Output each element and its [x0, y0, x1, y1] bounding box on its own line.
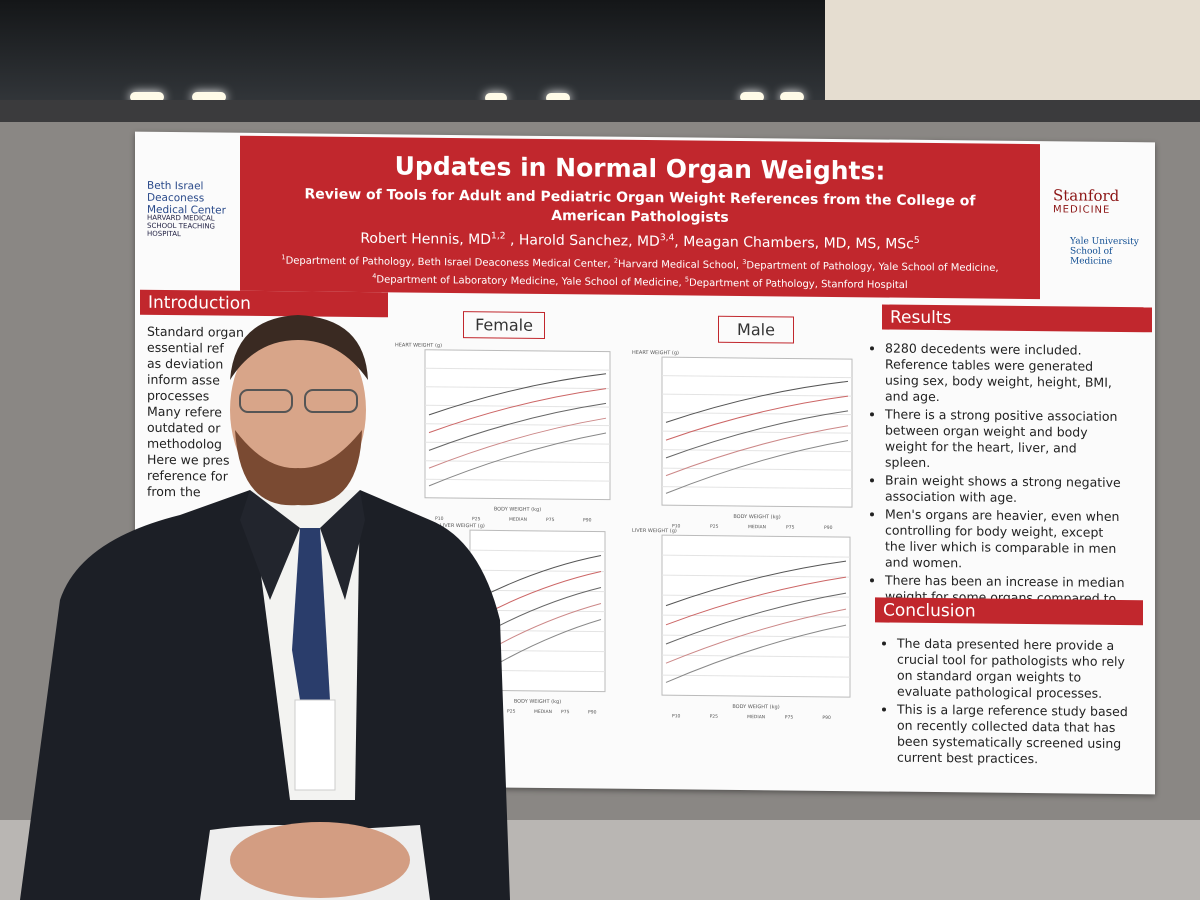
figures: HEART WEIGHT (g) BODY WEIGHT (kg) P10 P25 ME… — [395, 342, 853, 721]
curve — [665, 425, 849, 477]
legend-entry: P25 — [710, 714, 719, 720]
curve — [665, 576, 847, 626]
ceiling-light — [130, 92, 164, 102]
legend-entry: P10 — [672, 523, 681, 529]
axis-title: HEART WEIGHT (g) — [632, 350, 679, 356]
grid-line — [662, 674, 850, 678]
hands — [230, 822, 410, 898]
tie — [292, 528, 330, 700]
axis-title: HEART WEIGHT (g) — [395, 342, 442, 348]
grid-line — [470, 549, 605, 553]
curve — [665, 440, 849, 494]
hair — [230, 315, 368, 380]
suit — [20, 490, 510, 900]
curve — [665, 560, 847, 607]
grid-line — [662, 486, 852, 490]
grid-line — [662, 654, 850, 658]
curve — [665, 380, 849, 423]
legend-entry: P75 — [546, 517, 555, 523]
grid-line — [425, 460, 610, 464]
curve — [665, 410, 849, 459]
curve — [428, 388, 607, 434]
axis-title: LIVER WEIGHT (g) — [440, 523, 485, 529]
curve — [665, 395, 849, 441]
grid-line — [662, 375, 852, 379]
grid-line — [662, 467, 852, 471]
wall — [825, 0, 1200, 110]
legend-entry: P25 — [507, 709, 516, 715]
ceiling-light — [192, 92, 226, 102]
legend-entry: MEDIAN — [534, 709, 552, 715]
lapel — [240, 490, 365, 600]
axis-title: BODY WEIGHT (kg) — [732, 704, 779, 710]
curve — [428, 417, 607, 469]
grid-line — [470, 569, 605, 573]
curve — [428, 432, 607, 487]
grid-line — [662, 449, 852, 453]
grid-line — [425, 367, 610, 371]
legend-entry: P25 — [710, 524, 719, 530]
legend-entry: P25 — [472, 516, 481, 522]
legend-entry: P75 — [561, 709, 570, 715]
legend-entry: P90 — [824, 525, 833, 531]
beard — [235, 430, 362, 506]
ceiling-light — [740, 92, 764, 102]
axis-title: BODY WEIGHT (kg) — [494, 506, 541, 512]
legend-entry: P90 — [583, 517, 592, 523]
grid-line — [662, 634, 850, 638]
ceiling-light — [485, 93, 507, 103]
legend-entry: P10 — [435, 516, 444, 522]
badge — [294, 699, 336, 791]
legend-entry: P90 — [822, 715, 831, 721]
curve — [428, 402, 607, 451]
curve — [428, 373, 607, 416]
legend-entry: P75 — [786, 524, 795, 530]
axis-title: BODY WEIGHT (kg) — [733, 514, 780, 520]
face — [230, 320, 366, 500]
curve — [665, 608, 847, 664]
grid-line — [425, 423, 610, 427]
grid-line — [662, 554, 850, 558]
grid-line — [425, 386, 610, 390]
glasses — [239, 389, 293, 413]
grid-line — [425, 404, 610, 408]
legend-entry: MEDIAN — [748, 524, 766, 530]
glasses — [304, 389, 358, 413]
ceiling-light — [546, 93, 570, 103]
curve — [665, 624, 847, 683]
axis-title: LIVER WEIGHT (g) — [632, 528, 677, 534]
grid-line — [425, 478, 610, 482]
grid-line — [662, 574, 850, 578]
grid-line — [425, 441, 610, 445]
curve — [665, 592, 847, 645]
legend-entry: MEDIAN — [747, 714, 765, 720]
legend-entry: P90 — [588, 709, 597, 715]
legend-entry: P75 — [785, 714, 794, 720]
grid-line — [662, 393, 852, 397]
legend-entry: MEDIAN — [509, 517, 527, 523]
axis-title: BODY WEIGHT (kg) — [514, 699, 561, 705]
poster: Beth Israel Deaconess Medical Center HAR… — [135, 131, 1155, 795]
ceiling-light — [780, 92, 804, 102]
grid-line — [662, 430, 852, 434]
legend-entry: P10 — [672, 713, 681, 719]
